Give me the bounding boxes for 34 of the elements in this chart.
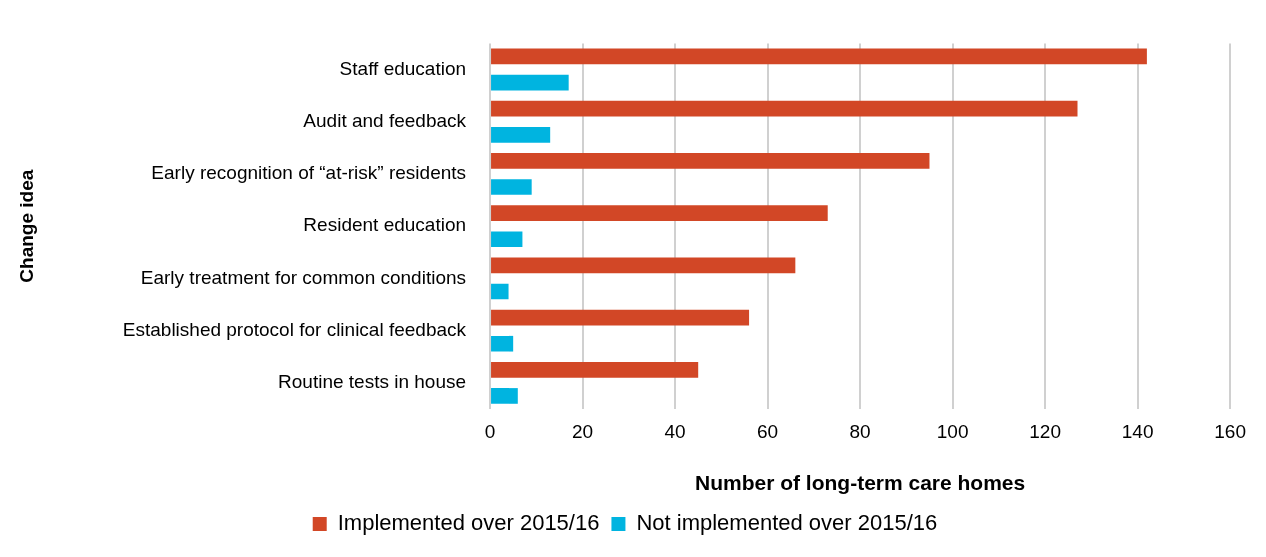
y-tick-label: Resident education (303, 214, 467, 236)
x-tick-label: 20 (571, 420, 594, 442)
y-tick-label: Staff education (339, 57, 467, 79)
x-tick-label: 80 (849, 420, 871, 442)
x-tick-label: 140 (1121, 420, 1154, 442)
bar (491, 257, 796, 274)
x-axis-title: Number of long-term care homes (694, 471, 1026, 495)
y-tick-label: Early recognition of “at-risk” residents (151, 162, 467, 184)
bar (491, 388, 518, 404)
bar (491, 153, 930, 169)
bar (491, 100, 1078, 117)
y-axis-title: Change idea (15, 169, 37, 283)
legend-label: Implemented over 2015/16 (337, 510, 600, 536)
bar (491, 361, 699, 378)
x-tick-label: 0 (484, 420, 496, 442)
bar (491, 74, 569, 91)
x-tick-label: 160 (1214, 420, 1246, 442)
bar (491, 283, 509, 300)
bar (491, 48, 1147, 65)
legend-label: Not implemented over 2015/16 (636, 510, 938, 536)
bar (491, 335, 514, 352)
x-tick-label: 40 (664, 420, 686, 442)
x-tick-label: 100 (936, 420, 969, 442)
bar (491, 205, 828, 221)
bar (491, 231, 523, 248)
bar (491, 309, 750, 326)
y-tick-label: Early treatment for common conditions (140, 266, 467, 288)
y-tick-label: Routine tests in house (278, 371, 467, 393)
bar (491, 179, 532, 195)
bar (491, 126, 551, 143)
y-tick-label: Established protocol for clinical feedback (122, 318, 467, 340)
y-tick-label: Audit and feedback (303, 109, 467, 131)
x-tick-label: 120 (1029, 420, 1061, 442)
x-tick-label: 60 (757, 420, 779, 442)
